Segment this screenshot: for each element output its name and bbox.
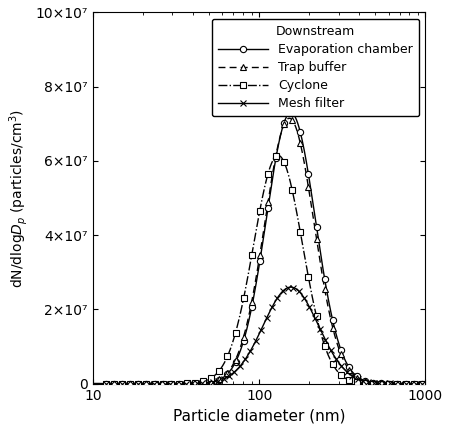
Y-axis label: dN/dlog$D_p$ (particles/cm$^3$): dN/dlog$D_p$ (particles/cm$^3$) — [7, 108, 30, 288]
Legend: Evaporation chamber, Trap buffer, Cyclone, Mesh filter: Evaporation chamber, Trap buffer, Cyclon… — [212, 18, 419, 116]
X-axis label: Particle diameter (nm): Particle diameter (nm) — [173, 408, 346, 423]
